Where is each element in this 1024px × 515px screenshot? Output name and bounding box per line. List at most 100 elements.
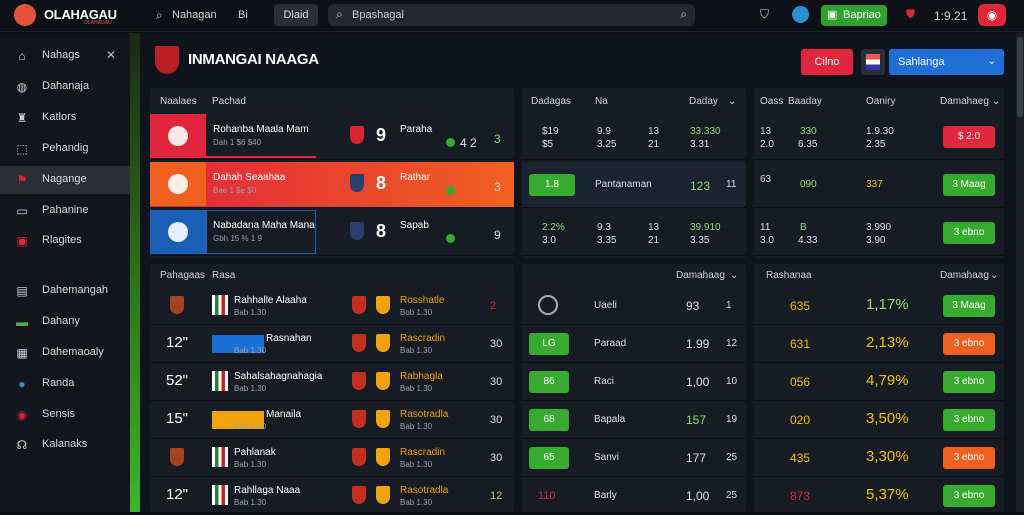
- odds-value: 3.31: [690, 139, 710, 150]
- live-match-row[interactable]: Dahah Seaahaa Bae 1 $e $0 8 Rathar 3: [150, 162, 514, 208]
- odds-row[interactable]: 65 Sanvi 177 25: [522, 439, 746, 477]
- col-header[interactable]: Damahaag: [940, 270, 989, 281]
- sidebar-item[interactable]: ▣ Rlagites: [0, 227, 130, 255]
- sidebar-item[interactable]: ☊ Kalanaks: [0, 431, 130, 459]
- flag-button[interactable]: [861, 49, 885, 75]
- chevron-down-icon[interactable]: ⌄: [730, 270, 739, 281]
- live-dot-icon: [446, 138, 455, 147]
- team-badge-icon: [350, 222, 364, 240]
- percent-row[interactable]: 020 3,50% 3 ebno: [754, 401, 1004, 439]
- deposit-button[interactable]: ▣ Bapriao: [821, 5, 887, 26]
- odds-row[interactable]: LG Paraad 1.99 12: [522, 325, 746, 363]
- sidebar-item[interactable]: ⚑ Nagange: [0, 166, 130, 194]
- market-row[interactable]: 11 3.0 B 4.33 3.990 3.90 3 ebno: [754, 210, 1004, 256]
- upcoming-match-row[interactable]: 52" Sahalsahagnahagia Bab 1.30 Rabhagla …: [150, 363, 514, 401]
- team-meta: Bab 1.30: [234, 346, 267, 355]
- odds-badge[interactable]: 1.8: [529, 174, 575, 196]
- col-header[interactable]: Damahaag: [676, 270, 725, 281]
- sidebar-item[interactable]: ◍ Dahanaja: [0, 73, 130, 101]
- sidebar-item[interactable]: ▬ Dahany: [0, 308, 130, 336]
- odds-badge[interactable]: 68: [529, 409, 569, 431]
- live-match-row[interactable]: Rohanba Maala Mam Dah 1 $6 $40 9 Paraha …: [150, 114, 514, 160]
- value: 020: [790, 413, 811, 427]
- sidebar-item[interactable]: ▤ Dahemangah: [0, 277, 130, 305]
- percent-row[interactable]: 435 3,30% 3 ebno: [754, 439, 1004, 477]
- team-badge-icon: [352, 372, 366, 390]
- odds-value: 123: [690, 179, 711, 193]
- bet-button[interactable]: 3 ebno: [943, 409, 995, 431]
- sidebar-item[interactable]: ♜ Katlors: [0, 104, 130, 132]
- opponent-meta: Bab 1.30: [400, 384, 433, 393]
- sidebar-item[interactable]: ⬚ Pehandig: [0, 135, 130, 163]
- odds-row[interactable]: 68 Bapala 157 19: [522, 401, 746, 439]
- opponent-name: Rascradin: [400, 333, 446, 344]
- shield-icon[interactable]: ⛉: [760, 7, 770, 21]
- odds-row[interactable]: $19 $5 9.9 3.25 13 21 33.330 3.31: [522, 114, 746, 160]
- odds-row[interactable]: 2.2% 3.0 9.3 3.35 13 21 39.910 3.35: [522, 210, 746, 256]
- chevron-down-icon[interactable]: ⌄: [990, 270, 999, 281]
- document-icon: ▤: [16, 284, 28, 298]
- sidebar-item[interactable]: ▭ Pahanine: [0, 197, 130, 225]
- upcoming-match-row[interactable]: Pahlanak Bab 1.30 Rascradin Bab 1.30 30: [150, 439, 514, 477]
- upcoming-match-row[interactable]: 15" Manaila Bab 1.30 Rasotradla Bab 1.30…: [150, 401, 514, 439]
- odds-row[interactable]: Uaeli 93 1: [522, 287, 746, 325]
- col-header[interactable]: Daday: [689, 96, 718, 107]
- scrollbar[interactable]: [1016, 33, 1024, 512]
- upcoming-match-row[interactable]: 12" Rasnahan Bab 1.30 Rascradin Bab 1.30…: [150, 325, 514, 363]
- odds-badge[interactable]: 86: [529, 371, 569, 393]
- sidebar-item[interactable]: ◉ Sensis: [0, 401, 130, 429]
- percent-row[interactable]: 056 4,79% 3 ebno: [754, 363, 1004, 401]
- chevron-down-icon[interactable]: ⌄: [992, 96, 1001, 107]
- close-icon[interactable]: ✕: [106, 48, 117, 62]
- percent-row[interactable]: 635 1,17% 3 Maag: [754, 287, 1004, 325]
- clock-text: 1:9.21: [934, 9, 968, 23]
- match-minute: 15": [166, 410, 189, 427]
- bet-button[interactable]: 3 ebno: [943, 485, 995, 507]
- bet-button[interactable]: 3 Maag: [943, 174, 995, 196]
- odds-row[interactable]: 86 Raci 1,00 10: [522, 363, 746, 401]
- logo-subtext: OLAHAGAU: [84, 20, 112, 26]
- profile-button[interactable]: ◉: [978, 4, 1006, 26]
- market-row[interactable]: 13 2.0 330 6.35 1.9.30 2.35 $ 2.0: [754, 114, 1004, 160]
- bet-button[interactable]: 3 Maag: [943, 295, 995, 317]
- shield-icon[interactable]: ⛊: [906, 7, 916, 21]
- percent-row[interactable]: 631 2,13% 3 ebno: [754, 325, 1004, 363]
- odds-row[interactable]: 110 Barly 1,00 25: [522, 477, 746, 515]
- sidebar-item[interactable]: ⌂ Nahags: [0, 42, 130, 70]
- nav-pill[interactable]: Dlaid: [274, 4, 318, 26]
- action-button-red[interactable]: Cilno: [801, 49, 853, 75]
- upcoming-match-row[interactable]: Rahhalle Alaaha Bab 1.30 Rosshatle Bob 1…: [150, 287, 514, 325]
- market-row[interactable]: 63 090 337 3 Maag: [754, 162, 1004, 208]
- logo-icon[interactable]: [14, 4, 36, 26]
- chevron-down-icon[interactable]: ⌄: [728, 96, 737, 107]
- top-bar: OLAHAGAU OLAHAGAU ⌕ Nahagan Bi Dlaid ⌕ B…: [0, 0, 1024, 32]
- bet-button[interactable]: 3 ebno: [943, 222, 995, 244]
- bet-button[interactable]: $ 2.0: [943, 126, 995, 148]
- search-input[interactable]: ⌕ Bpashagal ⌕: [328, 4, 695, 26]
- upcoming-match-row[interactable]: 12" Rahllaga Naaa Bab 1.30 Rasotradla Ba…: [150, 477, 514, 515]
- percent-row[interactable]: 873 5,37% 3 ebno: [754, 477, 1004, 515]
- headset-icon: ☊: [16, 438, 28, 452]
- sidebar-item[interactable]: ▦ Dahemaoaly: [0, 339, 130, 367]
- sidebar-item[interactable]: ● Randa: [0, 370, 130, 398]
- nav-item[interactable]: Nahagan: [172, 9, 217, 21]
- bet-button[interactable]: 3 ebno: [943, 371, 995, 393]
- search-icon[interactable]: ⌕: [156, 8, 163, 22]
- progress-bar: [206, 156, 316, 158]
- globe-icon[interactable]: [792, 6, 809, 23]
- live-match-row[interactable]: Nabadana Maha Mana Gbh 15 % 1 9 8 Sapab …: [150, 210, 514, 256]
- bet-button[interactable]: 3 ebno: [943, 333, 995, 355]
- col-header[interactable]: Damahaeg: [940, 96, 989, 107]
- odds-badge[interactable]: LG: [529, 333, 569, 355]
- odds-badge[interactable]: 65: [529, 447, 569, 469]
- market-value: 13: [760, 126, 772, 137]
- search-icon[interactable]: ⌕: [680, 7, 687, 21]
- logo-text[interactable]: OLAHAGAU: [44, 7, 117, 22]
- scrollbar-thumb[interactable]: [1017, 37, 1023, 117]
- market-label: Barly: [594, 490, 617, 501]
- market-value: 2.35: [866, 139, 886, 150]
- league-select[interactable]: Sahlanga ⌄: [889, 49, 1004, 75]
- odds-row[interactable]: 1.8 Pantanaman 123 11: [522, 162, 746, 208]
- bet-button[interactable]: 3 ebno: [943, 447, 995, 469]
- nav-item[interactable]: Bi: [238, 9, 248, 21]
